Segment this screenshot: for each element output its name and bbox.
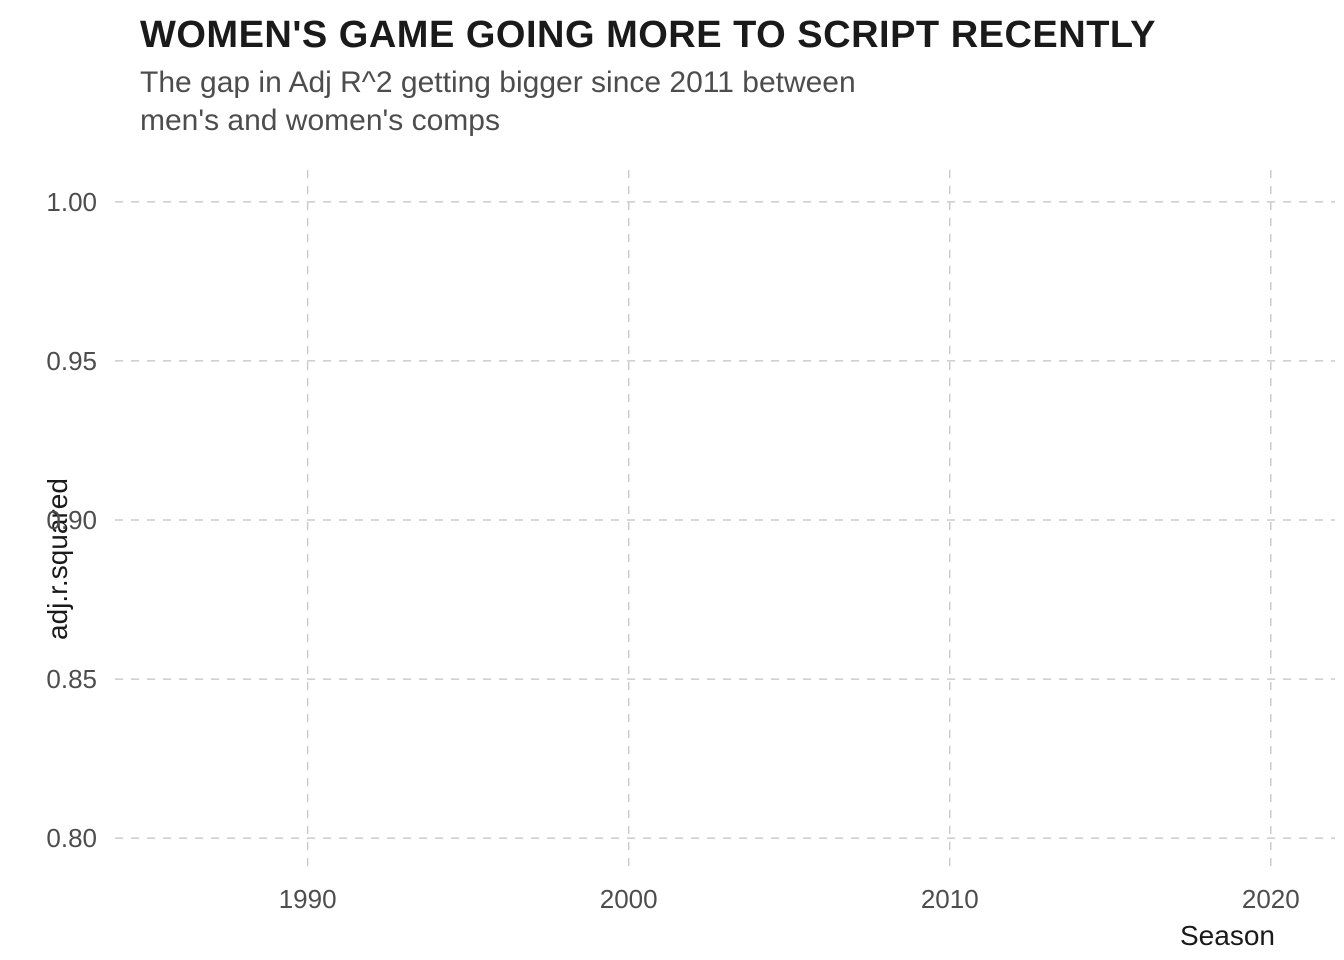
x-tick-label: 2000 [600, 884, 658, 914]
y-tick-label: 1.00 [46, 187, 97, 217]
y-tick-label: 0.80 [46, 823, 97, 853]
y-tick-label: 0.90 [46, 505, 97, 535]
x-tick-label: 2010 [921, 884, 979, 914]
chart-container: WOMEN'S GAME GOING MORE TO SCRIPT RECENT… [0, 0, 1344, 960]
plot-area: 0.80 0.85 0.90 0.95 1.00 1990 2000 2010 2020 [0, 0, 1344, 960]
y-tick-label: 0.95 [46, 346, 97, 376]
x-tick-label: 2020 [1242, 884, 1300, 914]
y-tick-label: 0.85 [46, 664, 97, 694]
x-tick-label: 1990 [279, 884, 337, 914]
